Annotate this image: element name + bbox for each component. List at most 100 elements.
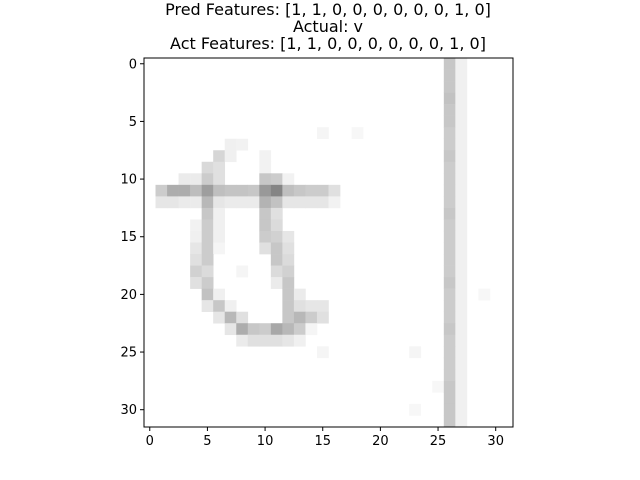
y-axis: 0 5 10 15 20 25 30	[120, 57, 144, 418]
pixel-cell	[443, 138, 456, 151]
pixel-cell	[213, 173, 226, 186]
pixel-cell	[455, 242, 468, 255]
pixel-cell	[316, 300, 329, 312]
pixel-cell	[270, 207, 283, 220]
pixel-cell	[270, 265, 283, 278]
pixel-cell	[259, 207, 272, 220]
y-tick-label: 20	[120, 288, 137, 303]
pixel-cell	[201, 288, 214, 301]
pixel-cell	[455, 300, 468, 312]
pixel-cell	[455, 392, 468, 405]
pixel-cell	[455, 288, 468, 301]
pixel-cell	[443, 242, 456, 255]
pixel-cell	[443, 288, 456, 301]
pixel-cell	[236, 311, 249, 324]
pixel-cell	[316, 311, 329, 324]
pixel-cell	[190, 254, 202, 266]
pixel-cell	[213, 288, 226, 301]
pixel-cell	[305, 300, 318, 312]
pixel-cell	[213, 150, 226, 163]
pixel-cell	[259, 173, 272, 186]
pixel-cell	[201, 207, 214, 220]
pixel-cell	[201, 173, 214, 186]
pixel-cell	[190, 265, 202, 278]
pixel-cell	[282, 277, 295, 289]
pixel-cell	[178, 184, 191, 197]
pixel-cell	[270, 230, 283, 243]
pixel-cell	[201, 265, 214, 278]
pixel-cell	[455, 334, 468, 347]
pixel-cell	[155, 196, 168, 209]
pixel-cell	[455, 69, 468, 82]
pixel-cell	[201, 230, 214, 243]
pixel-cell	[190, 230, 202, 243]
title-act-features: Act Features: [1, 1, 0, 0, 0, 0, 0, 0, 1…	[170, 34, 486, 53]
x-tick-label: 10	[257, 434, 274, 449]
pixel-cell	[443, 311, 456, 324]
pixel-cell	[455, 265, 468, 278]
pixel-cell	[443, 115, 456, 128]
pixel-cell	[167, 196, 179, 209]
pixel-cell	[270, 277, 283, 289]
pixel-cell	[270, 323, 283, 336]
pixel-cell	[247, 196, 260, 209]
pixel-cell	[443, 127, 456, 140]
pixel-cell	[213, 196, 226, 209]
pixel-cell	[259, 150, 272, 163]
pixel-cell	[455, 230, 468, 243]
pixel-cell	[259, 242, 272, 255]
pixel-cell	[282, 311, 295, 324]
pixel-cell	[236, 184, 249, 197]
pixel-cell	[455, 127, 468, 140]
pixel-cell	[270, 219, 283, 232]
pixel-cell	[293, 311, 306, 324]
pixel-cell	[455, 311, 468, 324]
pixel-cell	[190, 219, 202, 232]
pixel-cell	[224, 311, 237, 324]
pixel-cell	[443, 184, 456, 197]
x-tick-label: 20	[372, 434, 389, 449]
pixel-cell	[455, 115, 468, 128]
pixel-cell	[443, 323, 456, 336]
pixel-cell	[455, 58, 468, 70]
pixel-cell	[270, 173, 283, 186]
pixel-cell	[455, 403, 468, 416]
pixel-cell	[316, 196, 329, 209]
pixel-cell	[305, 196, 318, 209]
pixel-cell	[443, 69, 456, 82]
pixel-cell	[213, 242, 226, 255]
pixel-cell	[316, 346, 329, 359]
pixel-cell	[201, 277, 214, 289]
pixel-cell	[443, 207, 456, 220]
pixel-cell	[455, 254, 468, 266]
pixel-cell	[201, 219, 214, 232]
pixel-cell	[282, 334, 295, 347]
pixel-cell	[455, 207, 468, 220]
pixel-cell	[316, 127, 329, 140]
pixel-cell	[259, 196, 272, 209]
pixel-cell	[455, 369, 468, 382]
pixel-cell	[259, 230, 272, 243]
pixel-cell	[455, 184, 468, 197]
pixel-cell	[455, 357, 468, 370]
pixel-cell	[455, 92, 468, 105]
pixel-cell	[455, 380, 468, 393]
pixel-cell	[270, 184, 283, 197]
pixel-cell	[432, 380, 445, 393]
y-tick-label: 10	[120, 173, 137, 188]
pixel-cell	[213, 230, 226, 243]
pixel-cell	[270, 254, 283, 266]
pixel-cell	[455, 104, 468, 116]
pixel-cell	[259, 334, 272, 347]
pixel-cell	[443, 277, 456, 289]
pixel-cell	[455, 346, 468, 359]
pixel-cell	[443, 369, 456, 382]
pixel-cell	[443, 81, 456, 93]
pixel-cell	[282, 242, 295, 255]
pixel-cell	[443, 161, 456, 174]
pixel-cell	[213, 311, 226, 324]
pixel-cell	[213, 184, 226, 197]
pixel-cell	[224, 196, 237, 209]
pixel-cell	[443, 415, 456, 428]
